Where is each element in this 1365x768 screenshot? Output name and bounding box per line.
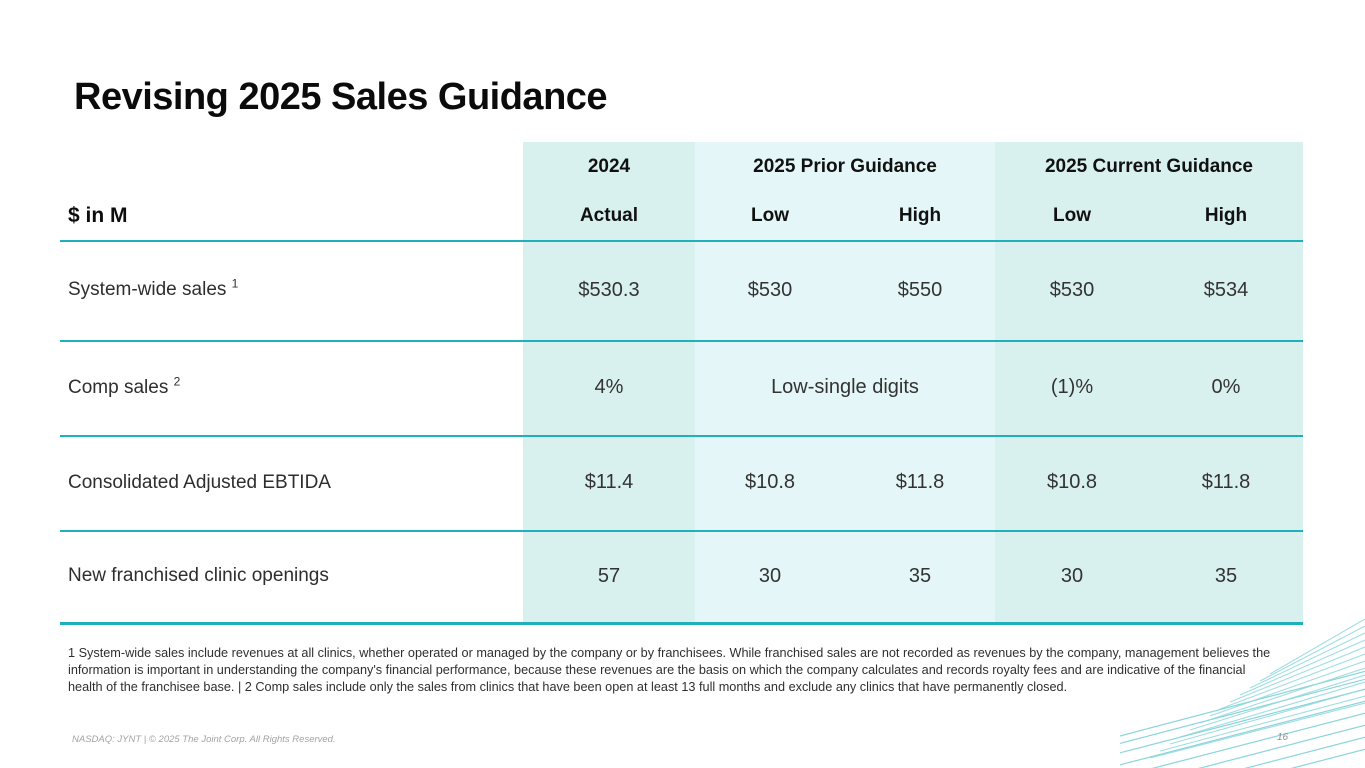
cell-value: $530 <box>1049 278 1095 301</box>
header-sub-row: $ in M Actual Low High Low High <box>60 192 1303 240</box>
cell-value: $11.8 <box>1201 471 1251 493</box>
table-row-new-clinic-openings: New franchised clinic openings 57 30 35 … <box>60 532 1303 620</box>
column-background-current-guidance <box>995 142 1303 625</box>
cell-value: 30 <box>758 564 782 587</box>
cell-value: $10.8 <box>1046 471 1098 493</box>
subheader-prior-low: Low <box>751 205 789 226</box>
subheader-actual: Actual <box>579 205 639 226</box>
column-background-2024 <box>523 142 695 625</box>
slide-title: Revising 2025 Sales Guidance <box>74 76 608 118</box>
table-row-adjusted-ebtida: Consolidated Adjusted EBTIDA $11.4 $10.8… <box>60 437 1303 528</box>
col-group-current-guidance: 2025 Current Guidance <box>1044 156 1254 177</box>
page-number: 16 <box>1277 732 1289 743</box>
column-background-prior-guidance <box>695 142 995 625</box>
footnote-text: 1 System-wide sales include revenues at … <box>68 646 1271 695</box>
cell-value: 35 <box>1214 564 1238 587</box>
col-group-2024: 2024 <box>587 156 631 177</box>
cell-value: 30 <box>1060 564 1084 587</box>
table-divider-line <box>60 240 1303 242</box>
footnote-superscript: 2 <box>173 374 181 389</box>
row-label: System-wide sales 1 <box>68 276 239 300</box>
cell-value: $11.4 <box>584 471 634 493</box>
cell-value: $11.8 <box>895 471 945 493</box>
table-bottom-line <box>60 622 1303 625</box>
cell-value: 35 <box>908 564 932 587</box>
subheader-current-low: Low <box>1053 205 1091 226</box>
subheader-prior-high: High <box>898 205 942 226</box>
cell-value: 57 <box>597 564 621 587</box>
table-row-comp-sales: Comp sales 2 4% Low-single digits (1)% 0… <box>60 342 1303 433</box>
cell-value: $550 <box>897 278 943 301</box>
table-divider-line <box>60 530 1303 532</box>
footnote-superscript: 1 <box>231 276 239 291</box>
cell-value-spanning: Low-single digits <box>771 376 919 398</box>
cell-value: $10.8 <box>744 471 796 493</box>
row-label: Consolidated Adjusted EBTIDA <box>68 471 331 493</box>
corner-lines-decoration <box>1120 618 1365 768</box>
cell-value: (1)% <box>1050 376 1094 398</box>
unit-label: $ in M <box>68 204 128 227</box>
col-group-prior-guidance: 2025 Prior Guidance <box>753 156 937 177</box>
row-label: New franchised clinic openings <box>68 565 329 586</box>
guidance-table: 2024 2025 Prior Guidance 2025 Current Gu… <box>60 142 1303 625</box>
cell-value: $530 <box>747 278 793 301</box>
header-group-row: 2024 2025 Prior Guidance 2025 Current Gu… <box>60 142 1303 192</box>
table-divider-line <box>60 340 1303 342</box>
cell-value: 0% <box>1211 376 1241 398</box>
table-row-system-wide-sales: System-wide sales 1 $530.3 $530 $550 $53… <box>60 242 1303 338</box>
cell-value: $534 <box>1203 278 1249 301</box>
row-label: Comp sales 2 <box>68 374 181 398</box>
table-divider-line <box>60 435 1303 437</box>
cell-value: 4% <box>594 376 624 398</box>
cell-value: $530.3 <box>578 278 640 301</box>
subheader-current-high: High <box>1204 205 1248 226</box>
footer-legal-text: NASDAQ: JYNT | © 2025 The Joint Corp. Al… <box>72 734 336 745</box>
